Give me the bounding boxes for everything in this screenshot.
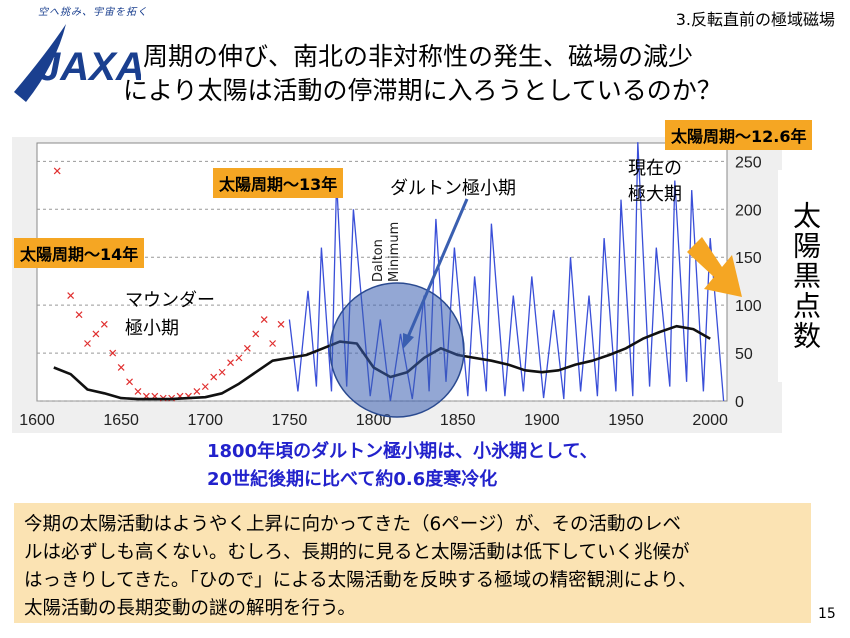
dalton-arrow — [406, 198, 469, 338]
pre-telescopic-point — [277, 320, 285, 328]
y-tick-label: 0 — [735, 394, 744, 411]
cycle-label-14: 太陽周期～14年 — [14, 238, 145, 268]
pre-telescopic-point — [235, 354, 243, 362]
x-axis-ticks: 1600 1650 1700 1750 1800 1850 1900 1950 2000 — [19, 412, 728, 429]
current-max-line2: 極大期 — [628, 184, 682, 205]
dalton-highlight-circle — [329, 282, 465, 418]
y-axis-title: 太陽黒点数 — [778, 170, 832, 382]
pre-telescopic-point — [92, 330, 100, 338]
pre-telescopic-point — [109, 349, 117, 357]
maunder-label-line2: 極小期 — [125, 318, 179, 339]
caption-line2: 20世紀後期に比べて約0.6度寒冷化 — [207, 469, 498, 490]
logo-tagline: 空へ挑み、宇宙を拓く — [38, 7, 148, 18]
logo-swoosh — [14, 24, 66, 102]
headline: 周期の伸び、南北の非対称性の発生、磁場の減少 により太陽は活動の停滞期に入ろうと… — [123, 40, 783, 108]
y-tick-label: 150 — [735, 250, 762, 267]
slide-section-tag: 3.反転直前の極域磁場 — [675, 10, 835, 29]
pre-telescopic-point — [201, 383, 209, 391]
y-tick-label: 50 — [735, 346, 753, 363]
sunspot-chart: 1600 1650 1700 1750 1800 1850 1900 1950 2000 0 50… — [19, 142, 762, 429]
x-tick-label: 1700 — [187, 412, 223, 429]
dalton-caption: 1800年頃のダルトン極小期は、小氷期として、 20世紀後期に比べて約0.6度寒… — [207, 438, 598, 494]
page-number: 15 — [818, 606, 836, 622]
summary-line4: 太陽活動の長期変動の謎の解明を行う。 — [24, 598, 356, 619]
pre-telescopic-point — [193, 387, 201, 395]
y-tick-label: 200 — [735, 202, 762, 219]
pre-telescopic-point — [260, 316, 268, 323]
summary-line3: はっきりしてきた。「ひので」による太陽活動を反映する極域の精密観測により、 — [24, 570, 697, 591]
y-tick-label: 100 — [735, 298, 762, 315]
current-max-line1: 現在の — [628, 158, 682, 179]
pre-telescopic-point — [84, 340, 91, 347]
pre-telescopic-point — [117, 364, 125, 371]
pre-telescopic-point — [67, 292, 75, 299]
pre-telescopic-point — [75, 311, 83, 319]
y-axis-ticks: 0 50 100 150 200 250 — [735, 154, 762, 411]
current-max-arrow — [687, 237, 742, 297]
pre-telescopic-point — [126, 378, 133, 386]
y-tick-label: 250 — [735, 154, 762, 171]
dalton-arrow-head — [403, 333, 414, 349]
summary-line1: 今期の太陽活動はようやく上昇に向かってきた（6ページ）が、その活動のレベ — [24, 514, 682, 535]
headline-line1: 周期の伸び、南北の非対称性の発生、磁場の減少 — [143, 42, 694, 71]
pre-telescopic-point — [252, 330, 260, 338]
x-tick-label: 1650 — [103, 412, 139, 429]
x-tick-label: 1600 — [19, 412, 55, 429]
x-tick-label: 1800 — [356, 412, 392, 429]
summary-line2: ルは必ずしも高くない。むしろ、長期的に見ると太陽活動は低下していく兆候が — [24, 542, 690, 563]
x-tick-label: 2000 — [692, 412, 728, 429]
cycle-label-13: 太陽周期～13年 — [213, 168, 344, 198]
telescopic-line — [288, 142, 725, 402]
caption-line1: 1800年頃のダルトン極小期は、小氷期として、 — [207, 441, 598, 462]
pre-telescopic-point — [134, 387, 142, 395]
dalton-en-line1: Dalton — [371, 239, 386, 282]
jaxa-logo: JAXA — [14, 24, 141, 102]
pre-telescopic-point — [269, 340, 277, 347]
pre-telescopic-point — [53, 167, 61, 175]
pre-telescopic-point — [218, 368, 226, 376]
x-tick-label: 1950 — [608, 412, 644, 429]
pre-telescopic-point — [243, 344, 251, 352]
pre-telescopic-point — [100, 320, 108, 328]
x-tick-label: 1900 — [524, 412, 560, 429]
cycle-label-126: 太陽周期～12.6年 — [665, 120, 813, 150]
logo-wordmark: JAXA — [38, 45, 141, 89]
maunder-label-line1: マウンダー — [125, 290, 215, 311]
dalton-label: ダルトン極小期 — [390, 178, 516, 199]
headline-line2: により太陽は活動の停滞期に入ろうとしているのか？ — [123, 76, 722, 105]
pre-telescopic-point — [227, 359, 234, 367]
telescopic-series — [288, 142, 725, 402]
dalton-en-line2: Minimum — [387, 222, 402, 282]
x-tick-label: 1850 — [440, 412, 476, 429]
pre-telescopic-point — [210, 373, 218, 381]
summary-box: 今期の太陽活動はようやく上昇に向かってきた（6ページ）が、その活動のレベ ルは必… — [14, 503, 811, 623]
x-tick-label: 1750 — [272, 412, 308, 429]
